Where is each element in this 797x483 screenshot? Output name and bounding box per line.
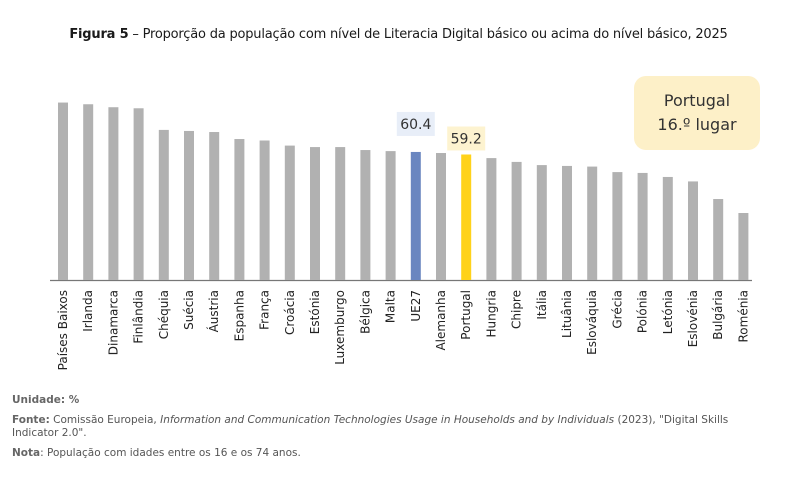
x-tick-label: Irlanda	[81, 290, 95, 332]
bar-itália	[536, 165, 547, 280]
bar-portugal	[461, 154, 472, 280]
bar-alemanha	[436, 153, 446, 280]
x-tick-label: Hungria	[484, 290, 498, 337]
source-note: Fonte: Comissão Europeia, Information an…	[12, 414, 772, 440]
callout-rank: 16.º lugar	[657, 115, 737, 134]
x-tick-label: UE27	[409, 290, 423, 322]
figure-number: Figura 5	[69, 27, 129, 42]
x-tick-label: Estónia	[308, 290, 322, 334]
x-tick-label: Luxemburgo	[333, 290, 347, 365]
x-tick-label: Itália	[535, 290, 549, 320]
bar-polónia	[637, 172, 648, 280]
note-text: : População com idades entre os 16 e os …	[40, 447, 301, 459]
x-tick-label: Eslováquia	[585, 290, 599, 355]
x-tick-label: Alemanha	[434, 290, 448, 351]
figure-caption: – Proporção da população com nível de Li…	[128, 27, 728, 42]
x-tick-label: Polónia	[636, 290, 650, 333]
unit-note: Unidade: %	[12, 394, 79, 406]
bar-hungria	[486, 158, 497, 280]
source-post: (2023), "Digital Skills Indicator 2.0".	[12, 414, 729, 439]
x-tick-label: Croácia	[283, 290, 297, 335]
bar-chipre	[511, 161, 522, 280]
bar-chart: Países Baixos Irlanda Dinamarca Finlândia Ch…	[50, 102, 752, 370]
x-tick-label: Chéquia	[157, 290, 171, 339]
bar-frança	[259, 140, 270, 280]
x-tick-label: Chipre	[510, 290, 524, 329]
x-tick-label: Áustria	[206, 290, 221, 332]
x-tick-label: Eslovénia	[686, 290, 700, 347]
bar-eslováquia	[587, 166, 598, 280]
bar-dinamarca	[108, 107, 119, 280]
x-tick-label: Espanha	[232, 290, 246, 341]
bar-áustria	[209, 132, 220, 280]
x-tick-label: Letónia	[661, 290, 675, 334]
data-label-bg	[396, 111, 435, 136]
bar-finlândia	[133, 108, 144, 280]
bar-roménia	[738, 213, 749, 280]
source-title: Information and Communication Technologi…	[160, 414, 615, 426]
data-label-portugal: 59.2	[451, 131, 482, 147]
x-tick-label: Portugal	[459, 290, 473, 340]
note-label: Nota	[12, 447, 41, 459]
bar-eslovénia	[688, 181, 698, 280]
bar-croácia	[284, 145, 295, 280]
unit-label: Unidade:	[12, 394, 66, 406]
x-tick-label: Países Baixos	[56, 290, 70, 370]
bar-suécia	[184, 130, 194, 280]
figure-title: Figura 5 – Proporção da população com ní…	[0, 27, 797, 42]
bar-lituânia	[562, 165, 572, 280]
x-tick-label: Finlândia	[132, 290, 146, 344]
bar-letónia	[662, 176, 673, 280]
portugal-rank-callout: Portugal 16.º lugar	[634, 76, 760, 150]
x-tick-label: Grécia	[610, 290, 624, 329]
bar-estónia	[310, 147, 320, 280]
data-label-bg	[447, 126, 486, 151]
callout-country: Portugal	[663, 91, 731, 110]
x-tick-label: Malta	[384, 290, 398, 323]
x-tick-label: Dinamarca	[106, 290, 120, 355]
bar-luxemburgo	[335, 147, 346, 280]
bar-grécia	[612, 172, 623, 280]
data-label-eu: 60.4	[400, 117, 431, 133]
x-tick-label: Bélgica	[358, 290, 372, 334]
x-tick-label: Suécia	[182, 290, 196, 330]
source-label: Fonte:	[12, 414, 50, 426]
bar-bulgária	[713, 199, 724, 280]
bar-irlanda	[83, 104, 94, 280]
unit-value: %	[65, 394, 80, 406]
bar-malta	[385, 151, 396, 280]
note: Nota: População com idades entre os 16 e…	[12, 447, 301, 459]
source-pre: Comissão Europeia,	[49, 414, 161, 426]
x-tick-label: Lituânia	[560, 290, 574, 338]
bar-bélgica	[360, 150, 371, 280]
x-tick-label: Bulgária	[711, 290, 725, 340]
bar-países-baixos	[58, 102, 68, 280]
x-tick-label: França	[258, 290, 272, 330]
bar-espanha	[234, 139, 245, 280]
x-tick-label: Roménia	[736, 290, 750, 343]
bar-ue27	[410, 151, 421, 280]
bar-chéquia	[158, 129, 169, 280]
